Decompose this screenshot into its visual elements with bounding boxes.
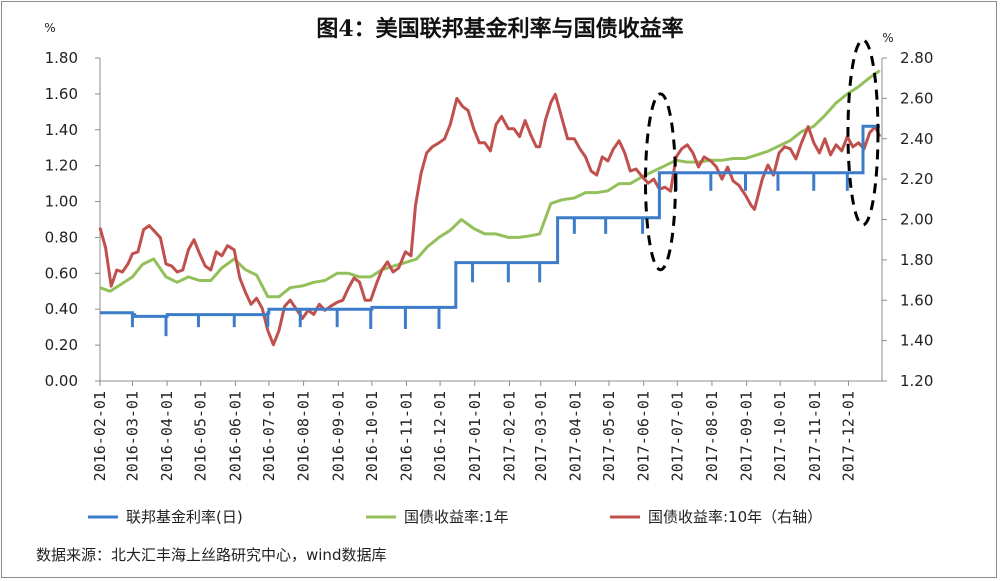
x-tick-label: 2017-02-01	[500, 391, 518, 481]
series-line-fed-funds-rate	[100, 124, 880, 318]
left-y-tick-label: 1.20	[45, 157, 78, 175]
left-y-tick-label: 1.80	[45, 49, 78, 67]
x-tick-label: 2017-01-01	[466, 391, 484, 481]
right-y-tick-label: 2.20	[900, 170, 933, 188]
x-tick-label: 2017-04-01	[566, 391, 584, 481]
x-tick-label: 2017-07-01	[668, 391, 686, 481]
x-tick-label: 2016-12-01	[431, 391, 449, 481]
plot-area	[98, 69, 882, 347]
legend-label-fed-funds: 联邦基金利率(日)	[126, 508, 243, 526]
left-y-tick-label: 0.40	[45, 300, 78, 318]
left-y-tick-label: 0.80	[45, 228, 78, 246]
left-y-tick-label: 1.40	[45, 121, 78, 139]
left-y-tick-label: 1.00	[45, 193, 78, 211]
right-y-tick-label: 2.60	[900, 89, 933, 107]
legend-label-10y-yield: 国债收益率:10年（右轴）	[648, 508, 822, 526]
chart-title: 图4：美国联邦基金利率与国债收益率	[316, 16, 683, 42]
series-line-10y-yield	[98, 92, 882, 347]
x-tick-label: 2016-09-01	[329, 391, 347, 481]
right-y-tick-label: 1.20	[900, 372, 933, 390]
right-y-tick-label: 2.00	[900, 211, 933, 229]
data-source-note: 数据来源：北大汇丰海上丝路研究中心，wind数据库	[36, 546, 386, 564]
left-y-tick-label: 0.60	[45, 264, 78, 282]
x-tick-label: 2016-07-01	[260, 391, 278, 481]
x-tick-label: 2016-06-01	[226, 391, 244, 481]
left-y-tick-label: 0.20	[45, 336, 78, 354]
legend-label-1y-yield: 国债收益率:1年	[404, 508, 509, 526]
x-tick-label: 2017-05-01	[600, 391, 618, 481]
x-tick-label: 2017-06-01	[635, 391, 653, 481]
highlight-ellipse-2	[846, 38, 880, 227]
series-line-1y-yield	[99, 69, 881, 299]
right-axis-unit: %	[882, 31, 893, 45]
x-tick-label: 2017-08-01	[703, 391, 721, 481]
x-tick-label: 2017-11-01	[806, 391, 824, 481]
left-axis-unit: %	[44, 21, 55, 35]
right-y-tick-label: 1.60	[900, 291, 933, 309]
annotations	[643, 38, 880, 272]
x-tick-label: 2016-11-01	[398, 391, 416, 481]
x-tick-label: 2017-03-01	[532, 391, 550, 481]
x-tick-label: 2017-09-01	[738, 391, 756, 481]
x-tick-label: 2017-12-01	[839, 391, 857, 481]
x-tick-label: 2016-02-01	[91, 391, 109, 481]
axes: 0.00 0.20 0.40 0.60 0.80 1.00 1.20 1.40 1.60 1.80…	[45, 49, 934, 481]
x-tick-label: 2016-03-01	[123, 391, 141, 481]
left-y-tick-label: 1.60	[45, 85, 78, 103]
x-tick-label: 2016-08-01	[295, 391, 313, 481]
right-y-tick-label: 1.40	[900, 332, 933, 350]
legend: 联邦基金利率(日) 国债收益率:1年 国债收益率:10年（右轴）	[88, 508, 822, 526]
highlight-ellipse-1	[643, 92, 677, 272]
x-tick-label: 2016-10-01	[363, 391, 381, 481]
x-tick-label: 2016-04-01	[158, 391, 176, 481]
x-tick-label: 2016-05-01	[192, 391, 210, 481]
right-y-tick-label: 1.80	[900, 251, 933, 269]
left-y-tick-label: 0.00	[45, 372, 78, 390]
right-y-tick-label: 2.80	[900, 49, 933, 67]
right-y-tick-label: 2.40	[900, 130, 933, 148]
x-tick-label: 2017-10-01	[771, 391, 789, 481]
